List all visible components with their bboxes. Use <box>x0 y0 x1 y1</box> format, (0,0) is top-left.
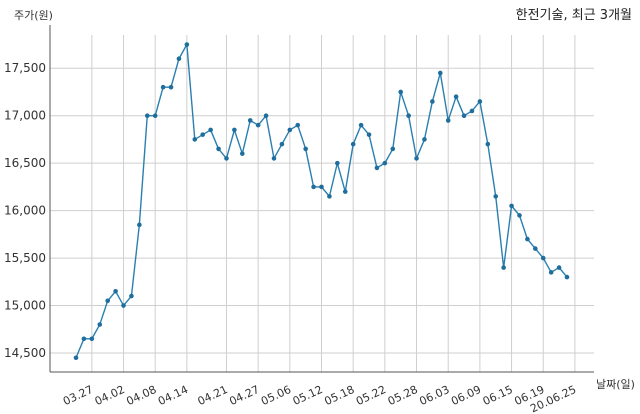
data-point <box>279 141 285 147</box>
data-point <box>517 213 522 218</box>
data-point <box>390 146 396 152</box>
data-point <box>160 84 166 90</box>
data-point <box>501 265 506 270</box>
data-point <box>176 56 182 62</box>
data-point <box>105 298 110 304</box>
x-axis-title: 날짜(일) <box>596 377 635 391</box>
data-point <box>263 113 269 118</box>
data-point <box>137 222 142 228</box>
data-point <box>342 189 348 194</box>
data-point <box>366 132 372 137</box>
data-point <box>437 70 443 76</box>
data-point <box>533 246 538 251</box>
data-point <box>240 151 245 156</box>
data-point <box>224 156 229 161</box>
data-point <box>295 122 301 128</box>
data-point <box>152 113 158 118</box>
data-point <box>216 146 221 152</box>
data-point <box>208 127 213 133</box>
x-tick-label: 06.15 <box>481 383 515 408</box>
data-point <box>311 184 316 190</box>
grid <box>50 35 594 372</box>
data-point <box>271 156 277 161</box>
data-point <box>564 274 570 280</box>
y-tick-label: 16,000 <box>4 204 46 218</box>
data-point <box>406 113 411 118</box>
x-tick-label: 04.21 <box>196 383 230 408</box>
data-point <box>89 336 95 342</box>
x-tick-label: 03.27 <box>61 383 95 408</box>
data-point <box>485 141 491 147</box>
y-tick-label: 17,000 <box>4 109 46 123</box>
data-point <box>493 194 499 199</box>
x-tick-label: 05.12 <box>291 383 325 408</box>
data-point <box>184 42 190 47</box>
data-point <box>374 165 380 171</box>
data-point <box>477 99 483 104</box>
data-point <box>97 322 103 327</box>
data-point <box>453 94 459 100</box>
data-point <box>358 122 364 128</box>
data-point <box>445 118 451 123</box>
data-point <box>287 127 293 133</box>
chart-title: 한전기술, 최근 3개월 <box>516 8 632 23</box>
y-tick-label: 17,500 <box>4 61 46 75</box>
y-tick-label: 16,500 <box>4 156 46 170</box>
data-point <box>247 118 253 123</box>
x-tick-label: 05.06 <box>259 383 293 408</box>
axes <box>49 25 594 373</box>
x-tick-label: 06.09 <box>449 383 483 408</box>
data-point <box>232 127 237 133</box>
data-point <box>129 293 134 299</box>
data-point <box>382 160 388 166</box>
data-point <box>168 84 174 90</box>
data-point <box>319 184 324 190</box>
data-point <box>422 137 427 142</box>
x-tick-label: 04.08 <box>124 383 158 408</box>
data-point <box>414 156 419 161</box>
x-tick-label: 04.14 <box>156 383 190 408</box>
data-point <box>398 89 403 95</box>
data-point <box>327 194 332 199</box>
data-point <box>192 137 198 142</box>
y-tick-labels: 14,500 15,000 15,500 16,000 16,500 17,000 17,5… <box>4 61 46 360</box>
data-point <box>469 108 475 114</box>
data-point <box>144 113 150 118</box>
data-point <box>81 336 87 342</box>
x-tick-label: 05.28 <box>386 383 420 408</box>
y-tick-label: 15,500 <box>4 251 46 265</box>
data-point <box>350 141 356 147</box>
data-point <box>121 303 126 308</box>
y-tick-label: 15,000 <box>4 299 46 313</box>
data-point <box>303 146 308 152</box>
data-point <box>335 160 340 166</box>
data-point <box>525 236 530 242</box>
data-point <box>540 255 546 261</box>
data-point <box>200 132 206 137</box>
x-tick-label: 04.27 <box>227 383 261 408</box>
x-tick-label: 05.18 <box>322 383 356 408</box>
y-tick-label: 14,500 <box>4 346 46 360</box>
data-point <box>430 99 435 104</box>
data-point <box>548 270 554 275</box>
data-point <box>73 355 79 361</box>
x-tick-label: 06.03 <box>417 383 451 408</box>
x-tick-label: 05.22 <box>354 383 388 408</box>
x-tick-label: 04.02 <box>93 383 127 408</box>
data-point <box>509 203 514 209</box>
data-point <box>556 265 562 270</box>
data-point <box>461 113 467 118</box>
data-point <box>255 122 261 128</box>
data-point <box>113 289 118 294</box>
data-points <box>73 42 570 361</box>
y-axis-title: 주가(원) <box>14 9 53 22</box>
